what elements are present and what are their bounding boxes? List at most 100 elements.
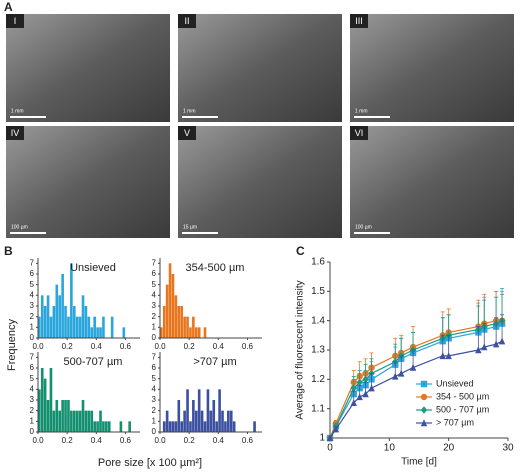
histogram-bar	[183, 316, 186, 338]
histogram-bar	[64, 400, 67, 432]
histogram-bar	[43, 306, 47, 338]
y-tick-label: 0	[30, 333, 35, 342]
histogram-bar	[61, 274, 64, 338]
histogram-bar	[171, 274, 175, 338]
histogram-bar	[102, 421, 105, 432]
y-tick-label: 3	[152, 395, 157, 404]
histogram-bar	[96, 421, 99, 432]
histogram-bar	[81, 400, 85, 432]
x-tick-label: 0.4	[213, 342, 225, 351]
data-point	[420, 419, 428, 427]
histogram-bar	[162, 421, 166, 432]
y-tick-label: 3	[30, 395, 35, 404]
y-tick-label: 6	[30, 363, 35, 372]
y-tick-label: 5	[152, 280, 157, 289]
histogram-bar	[168, 421, 172, 432]
image-label-box	[350, 126, 368, 140]
histogram-bar	[177, 306, 181, 338]
histogram-bar	[70, 263, 73, 338]
histogram-bar	[93, 421, 96, 432]
x-tick-label: 30	[502, 443, 514, 454]
histogram-bar	[90, 410, 94, 432]
histogram-bar	[180, 306, 184, 338]
histogram-bar	[78, 316, 82, 338]
x-axis-label: Time [d]	[401, 457, 437, 468]
legend-label: 354 - 500 µm	[436, 391, 489, 401]
histogram-bar	[67, 316, 70, 338]
histogram-bar	[128, 421, 131, 432]
y-tick-label: 1	[152, 322, 157, 331]
histogram-bar	[43, 378, 47, 432]
histogram-bar	[183, 410, 186, 432]
data-point	[350, 399, 357, 406]
x-tick-label: 0.6	[242, 436, 254, 445]
y-tick-label: 0	[152, 333, 157, 342]
histogram-bar	[218, 389, 221, 432]
histogram-bar	[40, 368, 44, 432]
histogram-bar	[40, 295, 44, 338]
x-tick-label: 0	[327, 443, 333, 454]
y-tick-label: 5	[30, 280, 35, 289]
data-point	[392, 372, 399, 380]
scale-label: 100 µm	[355, 224, 372, 230]
histogram-bar	[87, 316, 91, 338]
histogram-bar	[192, 316, 195, 338]
series-line	[329, 320, 503, 439]
data-point	[420, 406, 428, 414]
histogram-bar	[46, 400, 50, 432]
histogram-bar	[70, 410, 73, 432]
histogram-title: 354-500 µm	[186, 262, 245, 274]
x-tick-label: 0.0	[32, 342, 44, 351]
x-tick-label: 0.2	[184, 436, 196, 445]
panel-label: A	[4, 0, 13, 14]
histogram-bar	[46, 295, 50, 338]
histogram-bar	[206, 389, 210, 432]
histogram-bar	[119, 421, 123, 432]
y-tick-label: 1.3	[311, 345, 325, 356]
histogram-bar	[186, 389, 189, 432]
y-tick-label: 3	[152, 301, 157, 310]
histogram-bar	[72, 410, 76, 432]
y-tick-label: 7	[30, 258, 35, 267]
legend-label: Unsieved	[436, 378, 474, 388]
histogram-bar	[197, 389, 201, 432]
histogram-bar	[55, 284, 59, 338]
y-tick-label: 1.6	[311, 257, 325, 268]
histogram-bar	[102, 316, 105, 338]
histogram-bar	[72, 306, 76, 338]
histogram-bar	[253, 421, 256, 432]
histogram-bar	[215, 421, 218, 432]
sem-image	[350, 126, 514, 238]
x-axis-label: Pore size [x 100 µm²]	[98, 457, 202, 469]
y-tick-label: 4	[152, 384, 157, 393]
histogram-bar	[99, 327, 102, 338]
scale-label: 1 mm	[183, 108, 196, 114]
y-tick-label: 4	[30, 384, 35, 393]
y-tick-label: 1	[319, 433, 325, 444]
histogram-bar	[90, 327, 94, 338]
y-tick-label: 1.4	[311, 315, 325, 326]
y-tick-label: 7	[152, 352, 157, 361]
histogram-bar	[61, 400, 64, 432]
data-point	[498, 337, 506, 345]
histogram-bar	[186, 316, 189, 338]
data-point	[362, 390, 369, 398]
y-tick-label: 2	[152, 312, 157, 321]
data-point	[409, 363, 417, 371]
y-tick-label: 6	[152, 269, 157, 278]
x-tick-label: 0.0	[154, 436, 166, 445]
image-label-box	[178, 126, 196, 140]
y-tick-label: 7	[152, 258, 157, 267]
data-point	[350, 384, 357, 392]
histogram-bar	[162, 306, 166, 338]
data-point	[420, 380, 428, 388]
y-tick-label: 4	[152, 290, 157, 299]
histogram-bar	[203, 327, 207, 338]
image-label: IV	[11, 128, 20, 138]
image-label: III	[355, 16, 363, 26]
data-point	[439, 352, 446, 360]
y-tick-label: 1.2	[311, 374, 325, 385]
histogram-bar	[84, 410, 88, 432]
data-point	[420, 393, 428, 401]
